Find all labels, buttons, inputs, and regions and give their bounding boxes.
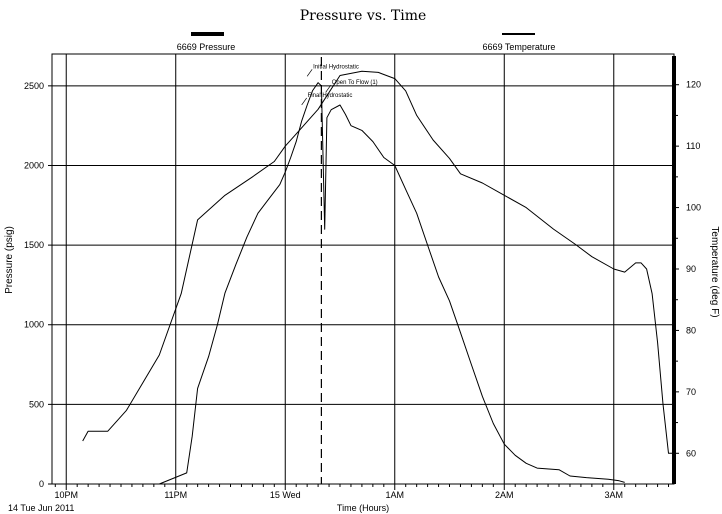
x-tick-label: 10PM: [54, 490, 78, 500]
x-tick-label: 2AM: [495, 490, 514, 500]
series-line-6669-temperature: [82, 70, 674, 454]
date-label: 14 Tue Jun 2011: [8, 503, 74, 513]
x-tick-label: 15 Wed: [270, 490, 301, 500]
series-line-6669-pressure: [159, 82, 625, 485]
legend-label-temperature: 6669 Temperature: [483, 42, 556, 52]
annotation-pointer: [306, 69, 313, 77]
annotation-pointer: [325, 85, 332, 93]
y-tick-label: 0: [39, 479, 44, 489]
y-tick-label: 2500: [24, 81, 44, 91]
legend-label-pressure: 6669 Pressure: [177, 42, 236, 52]
y2-tick-label: 60: [686, 448, 696, 458]
y-tick-label: 500: [29, 399, 44, 409]
y2-axis-label: Temperature (deg F): [709, 226, 720, 317]
y2-tick-label: 100: [686, 203, 701, 213]
data-series: [82, 70, 674, 485]
x-tick-label: 11PM: [164, 490, 187, 500]
y-tick-label: 1500: [24, 240, 44, 250]
x-tick-label: 3AM: [605, 490, 624, 500]
y-axis-ticks: 0 500 1000 1500 2000 2500: [24, 81, 52, 489]
y2-tick-label: 90: [686, 264, 696, 274]
x-axis-label: Time (Hours): [337, 503, 389, 513]
y2-axis-ticks: 60 70 80 90 100 110 120: [674, 59, 701, 479]
y2-tick-label: 110: [686, 141, 700, 151]
y-tick-label: 1000: [24, 320, 44, 330]
y2-tick-label: 70: [686, 387, 696, 397]
annotation-pointer: [301, 97, 307, 106]
annotation-label: Open To Flow (1): [332, 80, 378, 86]
chart-title: Pressure vs. Time: [300, 8, 427, 24]
y2-tick-label: 120: [686, 80, 701, 90]
x-tick-label: 1AM: [385, 490, 404, 500]
gridlines: [52, 54, 674, 485]
plot-frame: [51, 53, 675, 485]
x-axis-ticks: 10PM 11PM 15 Wed 1AM 2AM 3AM: [54, 484, 670, 500]
y-axis-label: Pressure (psig): [4, 226, 15, 294]
annotations: Initial Hydrostatic Open To Flow (1) Final…: [301, 64, 378, 106]
annotation-label: Initial Hydrostatic: [313, 64, 359, 70]
annotation-label: Final Hydrostatic: [308, 93, 353, 99]
y2-tick-label: 80: [686, 325, 696, 335]
y-tick-label: 2000: [24, 160, 44, 170]
